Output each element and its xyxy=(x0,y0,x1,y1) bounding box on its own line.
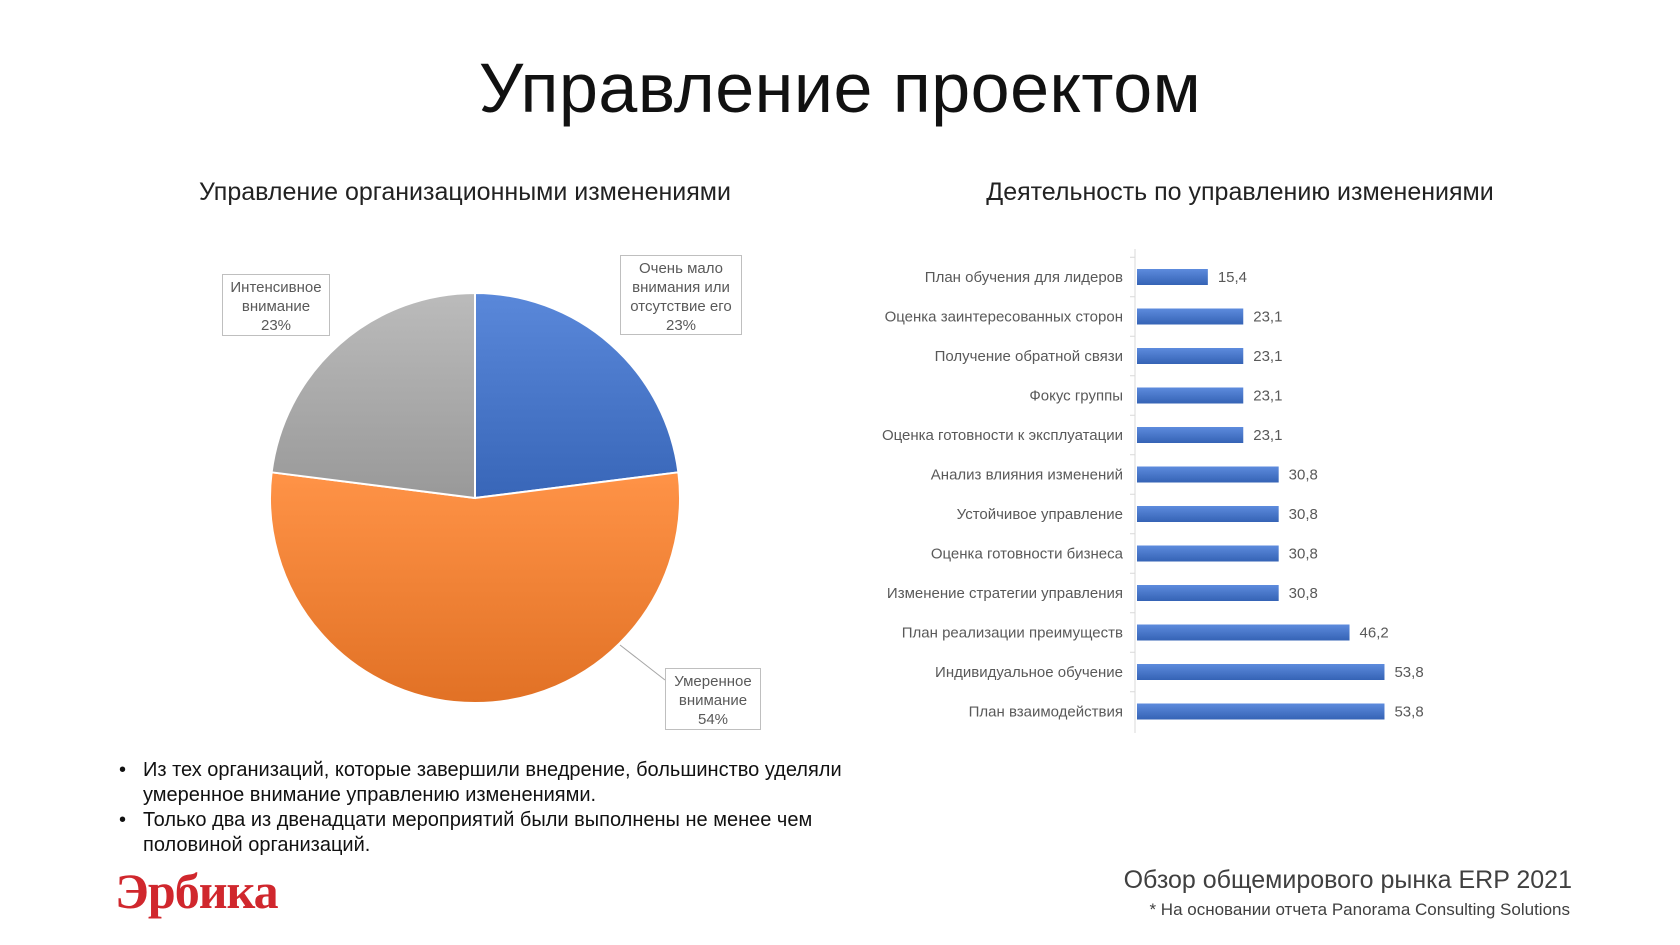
pie-label-percent: 23% xyxy=(260,317,292,334)
bar-value-label: 30,8 xyxy=(1289,467,1318,484)
bar-value-label: 15,4 xyxy=(1218,269,1247,286)
bar-category-label: План взаимодействия xyxy=(969,704,1123,721)
pie-slice-0 xyxy=(474,291,680,500)
company-logo: Эрбика xyxy=(115,863,279,919)
bar-category-label: План реализации преимуществ xyxy=(902,625,1123,642)
bar-category-label: Получение обратной связи xyxy=(935,348,1123,365)
pie-chart-title: Управление организационными изменениями xyxy=(199,178,731,206)
bar-category-label: Оценка готовности к эксплуатации xyxy=(882,427,1123,444)
bar-5 xyxy=(1137,466,1279,483)
bar-category-label: Устойчивое управление xyxy=(957,506,1123,523)
bar-value-label: 23,1 xyxy=(1253,427,1282,444)
pie-label-line: внимание xyxy=(678,692,748,709)
bar-category-label: Фокус группы xyxy=(1029,388,1123,405)
bar-10 xyxy=(1137,664,1385,680)
bar-value-label: 30,8 xyxy=(1289,546,1318,563)
bar-category-label: План обучения для лидеров xyxy=(925,269,1123,286)
bar-8 xyxy=(1137,585,1279,601)
slide-title: Управление проектом xyxy=(478,49,1202,127)
pie-label-box-0: Очень мало внимания или отсутствие его 2… xyxy=(620,255,742,335)
bar-category-label: Анализ влияния изменений xyxy=(931,467,1123,484)
pie-leader-line xyxy=(619,644,666,681)
pie-slice-1 xyxy=(269,471,681,704)
bar-4 xyxy=(1137,427,1244,443)
pie-label-percent: 23% xyxy=(665,317,697,334)
bar-value-label: 23,1 xyxy=(1253,309,1282,326)
report-footnote: * На основании отчета Panorama Consultin… xyxy=(1149,900,1570,919)
bar-category-label: Индивидуальное обучение xyxy=(935,664,1123,681)
bar-3 xyxy=(1137,387,1244,404)
summary-bullets: Из тех организаций, которые завершили вн… xyxy=(115,758,875,858)
bar-value-label: 53,8 xyxy=(1394,664,1423,681)
bar-6 xyxy=(1137,506,1279,522)
bar-category-label: Оценка заинтересованных сторон xyxy=(885,309,1123,326)
bar-category-label: Изменение стратегии управления xyxy=(887,585,1123,602)
pie-label-line: Интенсивное xyxy=(230,279,322,296)
bar-value-label: 23,1 xyxy=(1253,348,1282,365)
bar-category-label: Оценка готовности бизнеса xyxy=(931,546,1124,563)
pie-label-line: Умеренное xyxy=(674,673,752,690)
bar-7 xyxy=(1137,545,1279,562)
pie-label-line: Очень мало xyxy=(638,260,723,277)
pie-label-box-2: Интенсивное внимание 23% xyxy=(222,274,330,336)
pie-label-line: внимания или xyxy=(632,279,730,296)
bar-chart: План обучения для лидеров 15,4 Оценка заин… xyxy=(882,249,1424,733)
pie-label-line: внимание xyxy=(241,298,311,315)
pie-label-box-1: Умеренное внимание 54% xyxy=(665,668,761,730)
bar-value-label: 23,1 xyxy=(1253,388,1282,405)
bullet-item: Из тех организаций, которые завершили вн… xyxy=(115,758,875,808)
bar-value-label: 30,8 xyxy=(1289,585,1318,602)
bar-value-label: 30,8 xyxy=(1289,506,1318,523)
bar-value-label: 46,2 xyxy=(1360,625,1389,642)
bar-value-label: 53,8 xyxy=(1394,704,1423,721)
bar-11 xyxy=(1137,703,1385,720)
pie-label-line: отсутствие его xyxy=(630,298,732,315)
pie-slice-2 xyxy=(270,291,476,500)
bar-9 xyxy=(1137,624,1350,641)
bar-1 xyxy=(1137,308,1244,325)
pie-chart xyxy=(269,291,681,704)
bullet-item: Только два из двенадцати мероприятий был… xyxy=(115,808,875,858)
pie-label-percent: 54% xyxy=(697,711,729,728)
bar-2 xyxy=(1137,348,1244,364)
report-title: Обзор общемирового рынка ERP 2021 xyxy=(1123,866,1572,894)
bar-0 xyxy=(1137,269,1208,285)
bar-chart-title: Деятельность по управлению изменениями xyxy=(986,178,1494,206)
